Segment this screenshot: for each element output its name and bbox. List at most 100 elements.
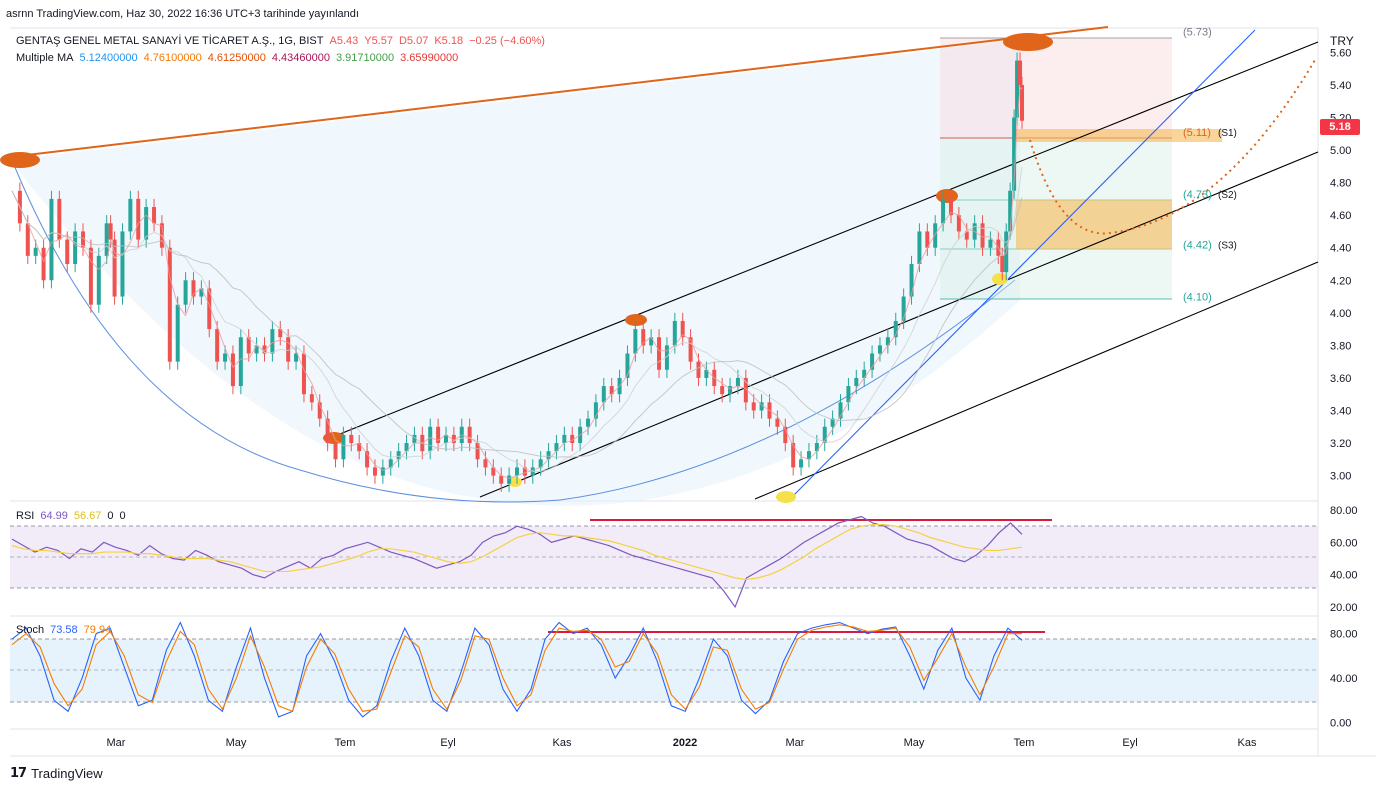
- candle-body: [664, 345, 669, 370]
- candle-body: [925, 231, 930, 248]
- candle-body: [901, 296, 906, 321]
- candle-body: [586, 418, 591, 427]
- candle-body: [562, 434, 567, 444]
- candle-body: [238, 337, 243, 387]
- ohlc-close: K5.18: [434, 35, 464, 47]
- candle-body: [25, 223, 30, 256]
- stoch-pane: [10, 621, 1318, 718]
- candle-body: [688, 337, 693, 362]
- tradingview-logo-icon[interactable]: 𝟭𝟳: [10, 765, 27, 780]
- price-tick-label: 3.40: [1330, 405, 1351, 417]
- candle-body: [1000, 255, 1005, 273]
- candle-body: [436, 426, 441, 444]
- candle-body: [215, 329, 220, 362]
- symbol-name[interactable]: GENTAŞ GENEL METAL SANAYİ VE TİCARET A.Ş…: [16, 35, 324, 47]
- candle-body: [467, 426, 472, 444]
- candle-body: [956, 215, 961, 232]
- candle-body: [483, 459, 488, 468]
- price-tick-label: 5.60: [1330, 47, 1351, 59]
- candle-body: [175, 304, 180, 362]
- candle-body: [593, 402, 598, 419]
- candle-body: [854, 377, 859, 387]
- candle-body: [806, 451, 811, 460]
- candle-body: [33, 247, 38, 256]
- time-tick-label: Mar: [786, 737, 805, 749]
- ma-value-5: 3.91710000: [335, 52, 395, 64]
- candle-body: [515, 467, 519, 476]
- candle-body: [475, 443, 480, 460]
- last-price-badge: 5.18: [1320, 119, 1360, 135]
- level-tag-label: (S2): [1218, 190, 1237, 201]
- rsi-tick-label: 60.00: [1330, 537, 1358, 549]
- rsi-zero-1: 0: [107, 510, 114, 522]
- candle-body: [191, 280, 196, 297]
- low-marker: [992, 273, 1008, 285]
- price-tick-label: 3.80: [1330, 340, 1351, 352]
- candle-body: [838, 402, 843, 419]
- ma-value-6: 3.65990000: [400, 52, 459, 64]
- candle-body: [799, 459, 804, 468]
- candle-body: [877, 345, 882, 354]
- candle-body: [870, 353, 875, 370]
- candle-body: [325, 418, 330, 444]
- level-price-label: (4.73): [1183, 189, 1212, 201]
- upper-orange-trendline: [9, 26, 1109, 158]
- footer: 𝟭𝟳 TradingView: [10, 765, 103, 781]
- rsi-tick-label: 20.00: [1330, 602, 1358, 614]
- price-tick-label: 5.00: [1330, 145, 1351, 157]
- time-tick-label: May: [226, 737, 247, 749]
- rsi-ma-value: 56.67: [73, 510, 102, 522]
- stoch-tick-label: 40.00: [1330, 673, 1358, 685]
- candle-body: [657, 337, 662, 370]
- rsi-label[interactable]: RSI: [16, 510, 35, 522]
- candle-body: [301, 353, 306, 395]
- candle-body: [491, 467, 496, 476]
- level-tag-label: (S3): [1218, 240, 1237, 251]
- candle-body: [1008, 190, 1013, 232]
- level-price-label: (5.11): [1183, 127, 1211, 139]
- price-tick-label: 4.00: [1330, 308, 1351, 320]
- candle-body: [112, 239, 117, 297]
- low-marker: [776, 491, 796, 503]
- channel-lower: [754, 261, 1319, 500]
- time-tick-label: Eyl: [1122, 737, 1137, 749]
- candle-body: [846, 386, 851, 403]
- candle-body: [278, 329, 283, 338]
- candle-body: [309, 394, 314, 403]
- candle-body: [207, 288, 212, 330]
- footer-brand[interactable]: TradingView: [31, 765, 103, 781]
- rsi-zero-2: 0: [119, 510, 126, 522]
- candle-body: [759, 402, 764, 411]
- candle-body: [546, 451, 551, 460]
- price-tick-label: 4.60: [1330, 210, 1351, 222]
- candle-body: [704, 369, 709, 378]
- price-tick-label: 3.60: [1330, 373, 1351, 385]
- candle-body: [294, 353, 299, 362]
- time-tick-label: Kas: [553, 737, 572, 749]
- candle-body: [601, 386, 606, 403]
- ma-value-2: 4.76100000: [143, 52, 202, 64]
- candle-body: [1012, 117, 1017, 191]
- candle-body: [270, 329, 275, 354]
- candle-body: [167, 247, 172, 362]
- candle-body: [980, 223, 985, 248]
- candle-body: [388, 459, 393, 468]
- candle-body: [108, 223, 113, 240]
- candles-group: [11, 52, 1024, 492]
- level-price-label: (4.10): [1183, 292, 1212, 304]
- candle-body: [862, 369, 867, 378]
- ma-label[interactable]: Multiple MA: [16, 52, 74, 64]
- low-marker: [508, 477, 522, 487]
- rsi-legend: RSI 64.99 56.67 0 0: [16, 510, 132, 522]
- moving-average-line: [11, 190, 1023, 458]
- price-tick-label: 3.20: [1330, 438, 1351, 450]
- candle-body: [136, 198, 141, 240]
- candle-body: [625, 353, 630, 378]
- candle-body: [365, 451, 370, 468]
- stoch-d-line: [11, 624, 1023, 713]
- stoch-label[interactable]: Stoch: [16, 624, 45, 636]
- publish-info: asrnn TradingView.com, Haz 30, 2022 16:3…: [6, 8, 359, 20]
- ma-value-3: 4.61250000: [207, 52, 266, 64]
- candle-body: [57, 198, 62, 240]
